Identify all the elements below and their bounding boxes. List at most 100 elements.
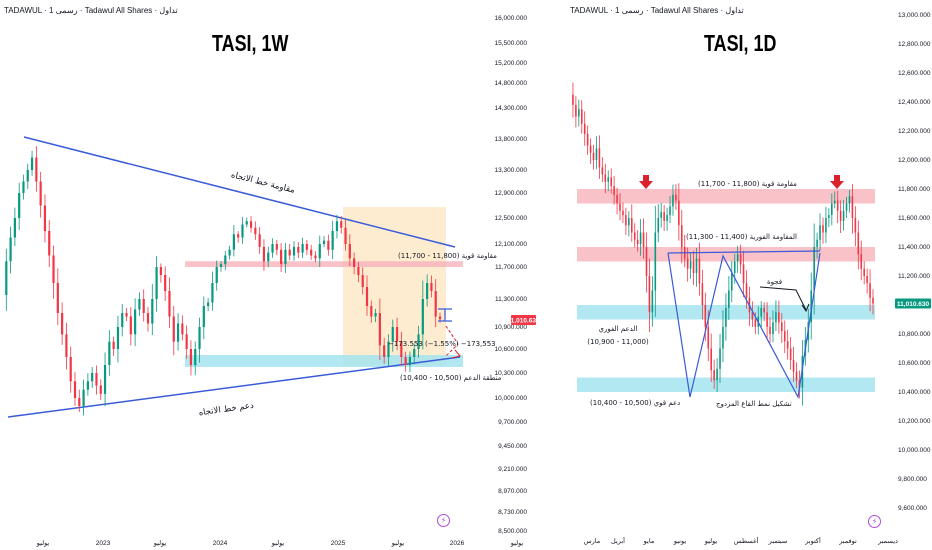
x-tick-label: ديسمبر <box>877 538 898 545</box>
candle-body <box>742 264 745 284</box>
candle-body <box>112 341 115 349</box>
candle-body <box>413 349 416 357</box>
candle-body <box>733 261 736 274</box>
daily-chart-panel[interactable]: TADAWUL · رسمی 1 · Tadawul All Shares · … <box>570 0 932 550</box>
candle-body <box>616 194 618 204</box>
candle-body <box>583 123 586 134</box>
candle-body <box>657 218 660 233</box>
candle-body <box>314 255 317 259</box>
candle-body <box>254 227 257 235</box>
y-tick-label: 10,200.000 <box>898 418 931 425</box>
lightning-icon[interactable]: ⚡ <box>868 515 881 528</box>
x-tick-label: 2023 <box>96 540 111 547</box>
candle-body <box>108 341 111 365</box>
candle-body <box>43 205 47 231</box>
y-tick-label: 8,730.000 <box>498 509 527 516</box>
candle-body <box>168 291 171 317</box>
y-tick-label: 11,600.000 <box>898 215 930 222</box>
candle-body <box>378 313 381 346</box>
candle-body <box>357 267 360 275</box>
candle-body <box>219 264 223 267</box>
candle-body <box>630 218 633 233</box>
y-tick-label: 11,700.000 <box>495 264 527 271</box>
x-tick-label: أكتوبر <box>804 535 821 545</box>
y-tick-label: 9,700.000 <box>498 419 527 426</box>
candle-body <box>280 249 283 265</box>
candle-body <box>586 133 589 146</box>
y-tick-label: 11,800.000 <box>898 186 930 193</box>
candle-body <box>408 357 412 365</box>
candle-body <box>241 224 244 238</box>
candle-body <box>13 218 16 238</box>
y-tick-label: 9,450.000 <box>498 443 527 450</box>
candle-body <box>78 398 81 406</box>
candle-body <box>831 203 833 216</box>
y-tick-label: 15,500.000 <box>494 40 527 47</box>
candle-body <box>426 283 429 299</box>
chart-title: TASI, 1D <box>704 30 777 56</box>
x-tick-label: أغسطس <box>734 535 759 545</box>
candle-body <box>5 261 8 295</box>
candle-body <box>778 312 780 323</box>
candle-body <box>258 234 261 247</box>
weekly-chart-panel[interactable]: TADAWUL · رسمی 1 · Tadawul All Shares · … <box>0 0 540 550</box>
last-price-label: 11,010.630 <box>507 318 540 325</box>
candle-body <box>654 232 657 291</box>
candle-body <box>863 268 865 276</box>
candle-body <box>322 240 326 244</box>
y-tick-label: 15,200.000 <box>494 60 527 67</box>
candle-body <box>610 177 612 187</box>
y-tick-label: 10,400.000 <box>898 389 931 396</box>
candle-body <box>434 291 437 317</box>
candle-body <box>65 334 68 357</box>
candle-body <box>344 227 347 244</box>
candle-body <box>9 237 12 262</box>
candle-body <box>116 327 120 349</box>
measure-label: −173.553 (−1.55%) −173,553 <box>388 340 496 348</box>
y-tick-label: 9,210.000 <box>498 466 527 473</box>
candle-body <box>181 323 184 335</box>
daily-chart-svg[interactable]: مقاومة قوية (11,800 - 11,700) المقاومة ال… <box>570 0 932 550</box>
candle-body <box>745 283 748 298</box>
candle-body <box>836 200 839 211</box>
y-tick-label: 14,800.000 <box>494 80 527 87</box>
candle-body <box>198 327 201 349</box>
candle-body <box>663 212 665 221</box>
y-tick-label: 10,000.000 <box>898 447 931 454</box>
candle-body <box>578 109 580 117</box>
candle-body <box>383 345 386 357</box>
gap-arrow <box>759 286 807 311</box>
y-tick-label: 12,500.000 <box>494 215 527 222</box>
candle-body <box>860 254 863 269</box>
measure-bracket <box>438 308 452 322</box>
double-bottom-pattern <box>667 252 821 399</box>
candle-body <box>595 148 598 160</box>
candle-body <box>86 381 89 390</box>
candle-body <box>164 275 167 291</box>
candle-body <box>391 327 394 342</box>
candle-body <box>438 316 442 320</box>
candle-body <box>822 225 824 233</box>
candle-body <box>421 299 424 335</box>
candle-body <box>607 177 610 182</box>
candle-body <box>819 225 821 240</box>
lightning-icon[interactable]: ⚡ <box>437 514 450 527</box>
candle-body <box>275 244 278 250</box>
x-tick-label: 2026 <box>450 540 465 547</box>
y-tick-label: 13,800.000 <box>494 136 527 143</box>
candle-body <box>374 313 377 317</box>
candle-body <box>722 326 724 349</box>
immediate-support-label: الدعم الفوري <box>599 325 638 333</box>
x-tick-label: 2025 <box>331 540 346 547</box>
strong-support-zone <box>577 377 875 392</box>
candle-body <box>185 334 188 349</box>
last-price-tag <box>895 298 931 309</box>
candle-body <box>695 258 698 274</box>
candle-body <box>387 341 390 357</box>
x-tick-label: يوليو <box>36 539 50 547</box>
candle-body <box>828 215 830 218</box>
gap-arrowhead <box>801 303 810 313</box>
y-tick-label: 12,400.000 <box>898 99 931 106</box>
candle-body <box>297 246 300 253</box>
